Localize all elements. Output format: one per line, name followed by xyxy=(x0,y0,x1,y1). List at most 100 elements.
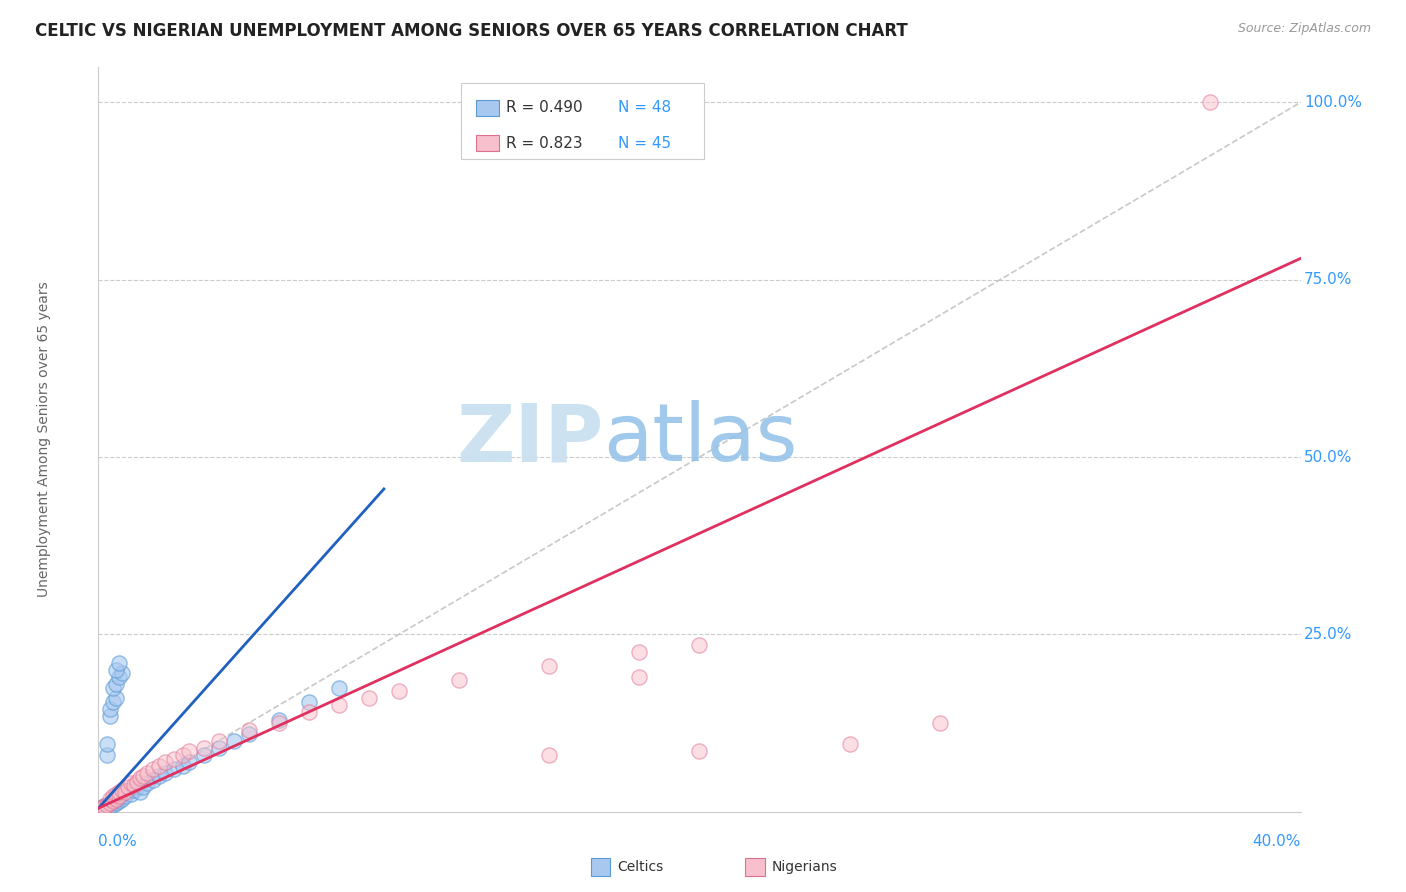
Text: Celtics: Celtics xyxy=(617,860,664,874)
Point xyxy=(114,789,136,804)
Point xyxy=(141,772,163,787)
Point xyxy=(222,733,245,747)
Point xyxy=(105,691,128,706)
Point xyxy=(135,765,157,780)
Point xyxy=(105,663,128,677)
Point xyxy=(100,796,122,810)
Text: 50.0%: 50.0% xyxy=(1305,450,1353,465)
Point xyxy=(127,775,149,789)
Text: 75.0%: 75.0% xyxy=(1305,272,1353,287)
Point xyxy=(153,755,176,769)
Point xyxy=(328,698,350,713)
Point xyxy=(177,755,200,769)
Point xyxy=(111,792,134,806)
Point xyxy=(267,716,290,731)
Point xyxy=(96,797,118,812)
Point xyxy=(114,785,136,799)
Point xyxy=(328,681,350,695)
Point xyxy=(688,744,710,758)
Point xyxy=(103,794,125,808)
Point xyxy=(105,677,128,691)
Point xyxy=(129,785,152,799)
Point xyxy=(105,792,128,806)
Point xyxy=(108,670,131,684)
Point xyxy=(1199,95,1222,110)
Point xyxy=(388,684,411,698)
Point xyxy=(90,801,112,815)
Point xyxy=(117,783,139,797)
Point xyxy=(124,778,146,792)
Point xyxy=(108,790,131,805)
Point xyxy=(96,737,118,751)
Point xyxy=(100,792,122,806)
Point xyxy=(100,709,122,723)
Point xyxy=(93,801,115,815)
Point xyxy=(100,702,122,716)
Point xyxy=(688,638,710,652)
Point xyxy=(148,758,170,772)
Point xyxy=(193,747,215,762)
Text: 40.0%: 40.0% xyxy=(1253,834,1301,849)
Point xyxy=(105,796,128,810)
Point xyxy=(103,797,125,812)
Point xyxy=(93,799,115,814)
Point xyxy=(121,787,143,801)
Point xyxy=(208,740,231,755)
Text: 0.0%: 0.0% xyxy=(98,834,138,849)
Point xyxy=(838,737,860,751)
Point xyxy=(96,747,118,762)
Point xyxy=(132,769,155,783)
Point xyxy=(141,762,163,776)
Point xyxy=(162,751,184,765)
Point xyxy=(105,787,128,801)
Point xyxy=(177,744,200,758)
Point xyxy=(298,706,321,720)
Text: 25.0%: 25.0% xyxy=(1305,627,1353,642)
Point xyxy=(96,797,118,812)
Point xyxy=(357,691,380,706)
Point xyxy=(103,789,125,804)
Point xyxy=(238,727,260,741)
Point xyxy=(108,789,131,804)
Point xyxy=(103,681,125,695)
Point xyxy=(108,785,131,799)
Text: R = 0.823: R = 0.823 xyxy=(506,136,582,151)
Point xyxy=(121,776,143,790)
Text: 100.0%: 100.0% xyxy=(1305,95,1362,110)
Point xyxy=(193,740,215,755)
Text: ZIP: ZIP xyxy=(456,401,603,478)
Point xyxy=(132,780,155,794)
Point xyxy=(111,783,134,797)
Point xyxy=(124,783,146,797)
Text: Source: ZipAtlas.com: Source: ZipAtlas.com xyxy=(1237,22,1371,36)
Point xyxy=(100,799,122,814)
Point xyxy=(238,723,260,738)
Point xyxy=(628,670,651,684)
Point xyxy=(162,762,184,776)
Point xyxy=(153,765,176,780)
Point xyxy=(447,673,470,688)
Point xyxy=(129,771,152,785)
Point xyxy=(117,780,139,794)
Point xyxy=(111,666,134,681)
Point xyxy=(93,800,115,814)
Text: atlas: atlas xyxy=(603,401,797,478)
Text: R = 0.490: R = 0.490 xyxy=(506,100,582,115)
Text: N = 45: N = 45 xyxy=(619,136,672,151)
Text: Unemployment Among Seniors over 65 years: Unemployment Among Seniors over 65 years xyxy=(38,282,52,597)
Point xyxy=(538,747,561,762)
Point xyxy=(90,801,112,815)
Point xyxy=(208,733,231,747)
Point xyxy=(172,758,194,772)
Point xyxy=(929,716,952,731)
Point xyxy=(100,796,122,810)
Point xyxy=(96,800,118,814)
Point xyxy=(135,776,157,790)
Point xyxy=(108,794,131,808)
Point xyxy=(538,659,561,673)
Point xyxy=(267,713,290,727)
Point xyxy=(298,695,321,709)
Point xyxy=(127,780,149,794)
Point xyxy=(628,645,651,659)
Point xyxy=(108,656,131,670)
